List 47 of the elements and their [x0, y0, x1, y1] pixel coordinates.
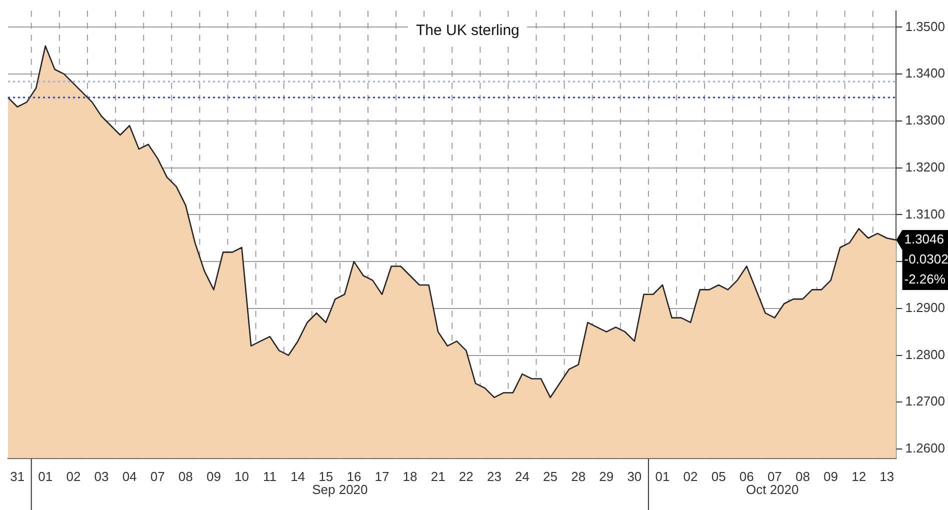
x-tick-label: 24 [515, 468, 530, 484]
x-tick-label: 01 [655, 468, 670, 484]
y-tick-label: 1.2800 [905, 346, 946, 362]
x-tick-label: 02 [66, 468, 81, 484]
y-tick-label: 1.2900 [905, 300, 946, 315]
y-tick-label: 1.3500 [905, 18, 946, 34]
x-tick-label: 10 [234, 468, 249, 484]
x-tick-label: 15 [318, 468, 334, 484]
x-tick-label: 30 [627, 468, 642, 484]
x-tick-label: 29 [599, 468, 614, 484]
x-tick-label: 22 [458, 468, 474, 484]
x-tick-label: 28 [571, 468, 586, 484]
x-tick-label: 09 [206, 468, 221, 484]
text: -0.0302 [904, 252, 948, 267]
x-tick-label: 16 [346, 468, 362, 484]
x-tick-label: 06 [739, 468, 754, 484]
text: The UK sterling [408, 20, 528, 41]
text: Oct 2020 [746, 482, 799, 497]
x-tick-label: 03 [94, 468, 109, 484]
x-tick-label: 02 [683, 468, 698, 484]
text: 1.3046 [904, 232, 944, 247]
x-tick-label: 25 [543, 468, 558, 484]
x-tick-label: 07 [767, 468, 782, 484]
x-tick-label: 23 [486, 468, 502, 484]
x-tick-label: 08 [178, 468, 193, 484]
x-tick-label: 09 [824, 468, 838, 484]
y-tick-label: 1.3300 [905, 112, 946, 128]
x-tick-label: 01 [38, 468, 53, 484]
x-tick-label: 08 [796, 468, 810, 484]
y-tick-label: 1.2600 [905, 440, 946, 456]
text: Sep 2020 [312, 482, 368, 497]
x-tick-label: 12 [852, 468, 866, 484]
x-tick-label: 07 [150, 468, 165, 484]
x-tick-label: 18 [402, 468, 418, 484]
x-tick-label: 17 [374, 468, 390, 484]
x-tick-label: 11 [263, 468, 277, 484]
y-tick-label: 1.3100 [905, 206, 946, 222]
text: -2.26% [904, 272, 946, 287]
x-tick-label: 21 [430, 468, 446, 484]
x-tick-label: 31 [10, 468, 25, 484]
x-tick-label: 13 [880, 468, 894, 484]
x-tick-label: 05 [711, 468, 726, 484]
x-tick-label: 04 [122, 468, 137, 484]
y-tick-label: 1.2700 [905, 394, 946, 409]
x-tick-label: 14 [290, 468, 306, 484]
y-tick-label: 1.3400 [905, 66, 946, 81]
y-tick-label: 1.3200 [905, 159, 946, 174]
